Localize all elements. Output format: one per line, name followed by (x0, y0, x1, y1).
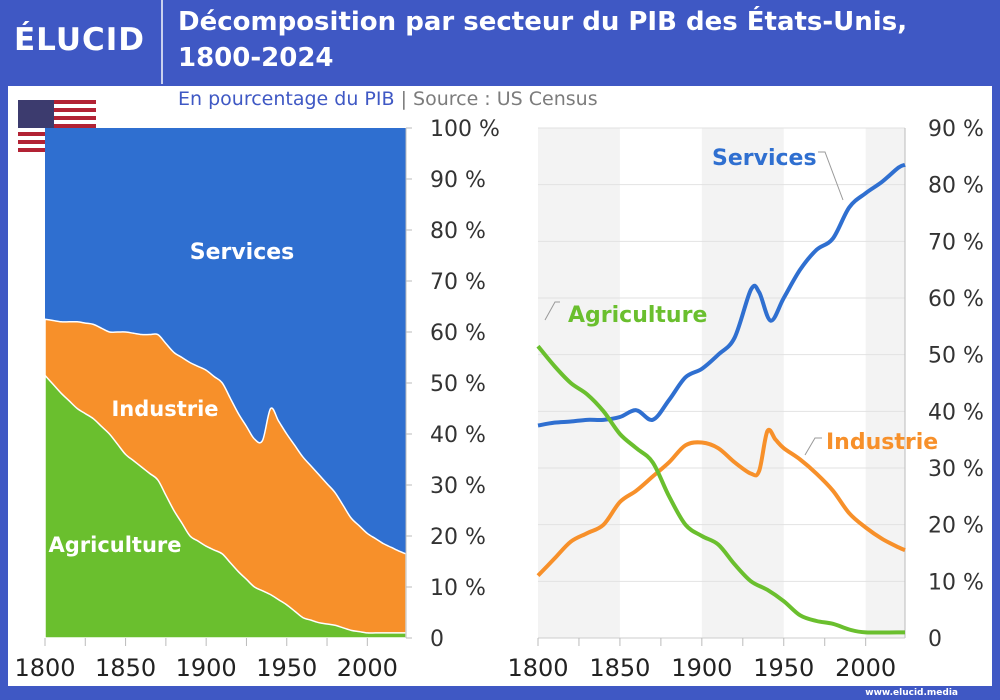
flag-stripe (18, 112, 96, 116)
label-agriculture: Agriculture (568, 303, 707, 328)
flag-stripe (18, 100, 96, 104)
x-tick-label: 1800 (507, 654, 568, 682)
subtitle-separator: | (400, 88, 407, 110)
label-industrie: Industrie (111, 397, 218, 421)
x-tick-label: 1950 (753, 654, 814, 682)
y-tick-label: 100 % (430, 117, 500, 142)
x-tick-label: 1900 (671, 654, 732, 682)
y-tick-label: 10 % (928, 570, 984, 595)
y-tick-label: 40 % (430, 423, 486, 448)
footer-url: www.elucid.media (865, 688, 958, 698)
label-industrie: Industrie (826, 430, 938, 455)
background-band (865, 128, 905, 638)
x-tick-label: 1850 (95, 654, 156, 682)
y-tick-label: 30 % (928, 457, 984, 482)
y-tick-label: 80 % (430, 219, 486, 244)
area-agriculture (44, 373, 407, 639)
y-tick-label: 40 % (928, 400, 984, 425)
header-divider (161, 0, 163, 84)
flag-stripe (18, 116, 96, 120)
flag-stripe (18, 120, 96, 124)
x-tick-label: 1900 (176, 654, 237, 682)
x-tick-label: 2000 (337, 654, 398, 682)
title-line-1: Décomposition par secteur du PIB des Éta… (178, 7, 908, 37)
x-tick-label: 2000 (835, 654, 896, 682)
subtitle: En pourcentage du PIB | Source : US Cens… (178, 88, 598, 110)
background-band (538, 128, 620, 638)
y-tick-label: 70 % (928, 230, 984, 255)
y-tick-label: 60 % (430, 321, 486, 346)
y-tick-label: 20 % (430, 525, 486, 550)
y-tick-label: 0 (430, 627, 444, 652)
background-band (701, 128, 784, 638)
y-tick-label: 30 % (430, 474, 486, 499)
line-industrie (536, 427, 906, 578)
label-services: Services (190, 240, 295, 265)
y-tick-label: 90 % (430, 168, 486, 193)
y-tick-label: 90 % (928, 117, 984, 142)
flag-stripe (18, 124, 96, 128)
leader-agriculture (544, 301, 560, 321)
y-tick-label: 0 (928, 627, 942, 652)
y-tick-label: 50 % (430, 372, 486, 397)
flag-stripe (18, 108, 96, 112)
source-text: Source : US Census (413, 88, 598, 110)
y-tick-label: 10 % (430, 576, 486, 601)
label-services: Services (712, 146, 817, 171)
header: ÉLUCID Décomposition par secteur du PIB … (0, 0, 1000, 86)
elucid-logo: ÉLUCID (14, 22, 146, 58)
x-tick-label: 1800 (14, 654, 75, 682)
flag-stripe (18, 104, 96, 108)
chart-title: Décomposition par secteur du PIB des Éta… (178, 4, 907, 76)
line-services (537, 162, 906, 428)
y-tick-label: 60 % (928, 287, 984, 312)
x-tick-label: 1950 (256, 654, 317, 682)
y-tick-label: 80 % (928, 174, 984, 199)
y-tick-label: 20 % (928, 514, 984, 539)
x-tick-label: 1850 (589, 654, 650, 682)
y-tick-label: 50 % (928, 344, 984, 369)
leader-industrie (804, 437, 822, 456)
label-agriculture: Agriculture (48, 533, 181, 557)
title-line-2: 1800-2024 (178, 43, 334, 73)
y-tick-label: 70 % (430, 270, 486, 295)
flag-canton (18, 100, 54, 128)
leader-services (818, 151, 844, 201)
subtitle-text: En pourcentage du PIB (178, 88, 395, 110)
line-agriculture (536, 344, 906, 635)
